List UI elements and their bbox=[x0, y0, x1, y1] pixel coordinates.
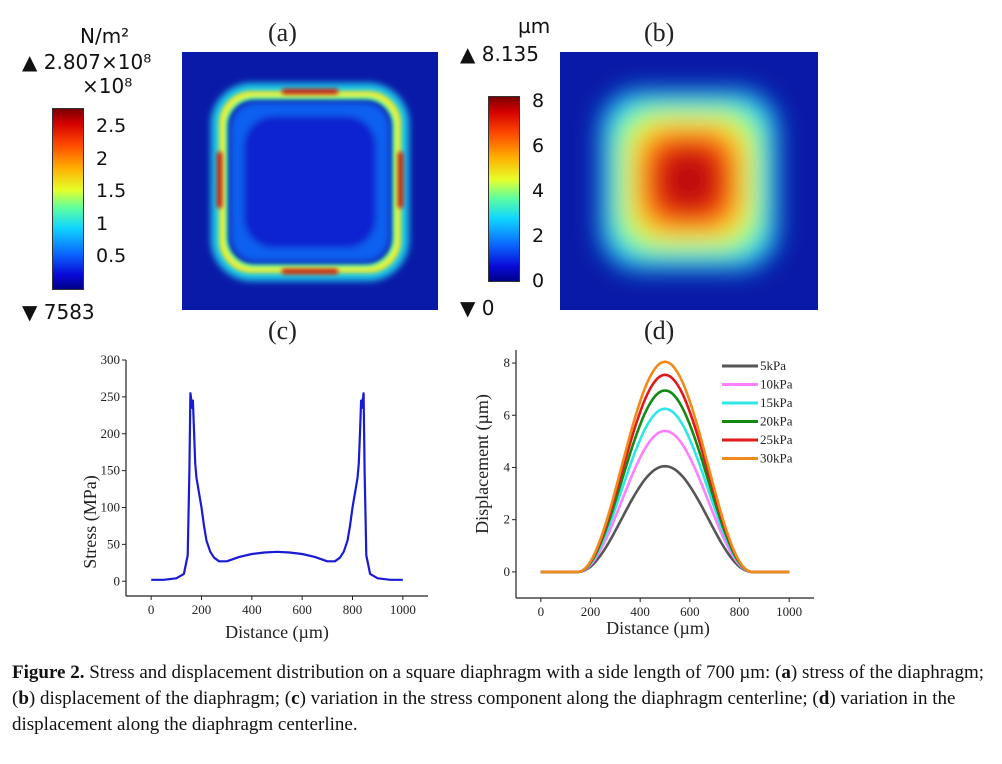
caption-text-3: ) displacement of the diaphragm; ( bbox=[28, 688, 292, 709]
stress-chart-xlabel: Distance (µm) bbox=[225, 622, 329, 643]
displacement-chart-y-tick-label: 8 bbox=[504, 355, 511, 370]
displacement-chart-x-tick-label: 0 bbox=[538, 604, 545, 619]
colorbar-b-tick-3: 4 bbox=[532, 180, 545, 202]
stress-chart-x-tick-label: 600 bbox=[292, 602, 312, 617]
stress-chart-y-tick-label: 200 bbox=[101, 426, 121, 441]
displacement-series-30kPa bbox=[540, 360, 790, 574]
figure-caption: Figure 2. Stress and displacement distri… bbox=[12, 660, 992, 738]
caption-text-1: Stress and displacement distribution on … bbox=[84, 662, 782, 683]
displacement-chart-plot: 0 200 400 600 800 1000 0 2 4 6 8 5kPa 10kPa 15kPa 20kP… bbox=[504, 350, 814, 619]
caption-ref-d: d bbox=[818, 688, 830, 709]
stress-chart-y-tick-label: 100 bbox=[101, 500, 121, 515]
panel-c-label: (c) bbox=[268, 316, 297, 345]
colorbar-b-tick-1: 8 bbox=[532, 90, 545, 112]
caption-title: Figure 2. bbox=[12, 662, 85, 683]
caption-text-2: ) stress of the diaphragm; ( bbox=[12, 662, 985, 709]
stress-chart-plot: 0 200 400 600 800 1000 0 50 100 150 200 250 300 bbox=[101, 352, 428, 617]
colorbar-b bbox=[488, 96, 520, 282]
caption-ref-a: a bbox=[781, 662, 791, 683]
caption-text-4: ) variation in the stress component alon… bbox=[299, 688, 819, 709]
stress-chart-x-tick-label: 400 bbox=[242, 602, 261, 617]
colorbar-a-unit: N/m² bbox=[80, 24, 130, 48]
displacement-chart-ylabel: Displacement (µm) bbox=[472, 394, 493, 534]
colorbar-a-tick-4: 1 bbox=[96, 213, 109, 235]
displacement-chart-y-tick-label: 2 bbox=[504, 512, 511, 527]
stress-chart-y-tick-label: 300 bbox=[101, 352, 121, 367]
stress-chart-y-tick-label: 0 bbox=[114, 573, 121, 588]
colorbar-a-tick-1: 2.5 bbox=[96, 115, 127, 137]
displacement-series-5kPa bbox=[540, 464, 790, 574]
colorbar-b-tick-2: 6 bbox=[532, 135, 545, 157]
displacement-series-15kPa bbox=[540, 407, 790, 574]
stress-chart-x-tick-label: 800 bbox=[343, 602, 363, 617]
displacement-chart-x-tick-label: 400 bbox=[630, 604, 650, 619]
displacement-chart-x-tick-label: 1000 bbox=[776, 604, 802, 619]
displacement-series-10kPa bbox=[540, 429, 790, 574]
displacement-chart-x-tick-label: 200 bbox=[581, 604, 601, 619]
colorbar-b-tick-4: 2 bbox=[532, 225, 545, 247]
panel-d-label: (d) bbox=[644, 316, 675, 345]
displacement-chart-x-tick-label: 800 bbox=[730, 604, 750, 619]
displacement-series-20kPa bbox=[540, 389, 790, 574]
stress-chart-x-tick-label: 0 bbox=[148, 602, 155, 617]
displacement-chart-y-tick-label: 6 bbox=[504, 407, 511, 422]
colorbar-a-tick-3: 1.5 bbox=[96, 180, 127, 202]
legend-label-10kPa: 10kPa bbox=[760, 377, 793, 392]
colorbar-a-min: ▼ 7583 bbox=[22, 300, 95, 324]
colorbar-a-max: ▲ 2.807×10⁸ bbox=[22, 50, 152, 74]
colorbar-a-multiplier: ×10⁸ bbox=[82, 74, 133, 98]
stress-chart-ylabel: Stress (MPa) bbox=[80, 475, 101, 569]
caption-text-5: ) variation in the displacement along th… bbox=[12, 688, 956, 735]
stress-chart-y-tick-label: 150 bbox=[101, 463, 121, 478]
legend-label-25kPa: 25kPa bbox=[760, 432, 793, 447]
legend-label-30kPa: 30kPa bbox=[760, 451, 793, 466]
colorbar-a bbox=[52, 108, 84, 290]
displacement-map bbox=[560, 52, 818, 310]
displacement-chart-xlabel: Distance (µm) bbox=[606, 618, 710, 639]
displacement-chart-y-tick-label: 0 bbox=[504, 564, 511, 579]
stress-chart: Stress (MPa) Distance (µm) 0 200 400 600 800… bbox=[80, 352, 428, 643]
colorbar-b-tick-5: 0 bbox=[532, 270, 545, 292]
colorbar-a-tick-2: 2 bbox=[96, 148, 109, 170]
colorbar-a-tick-5: 0.5 bbox=[96, 245, 127, 267]
caption-ref-b: b bbox=[18, 688, 29, 709]
displacement-chart-y-tick-label: 4 bbox=[504, 459, 511, 474]
stress-chart-x-tick-label: 1000 bbox=[390, 602, 416, 617]
stress-map bbox=[182, 52, 438, 310]
caption-ref-c: c bbox=[291, 688, 300, 709]
colorbar-b-min: ▼ 0 bbox=[460, 296, 495, 320]
stress-chart-y-tick-label: 50 bbox=[107, 536, 120, 551]
displacement-chart-x-tick-label: 600 bbox=[680, 604, 700, 619]
stress-chart-x-tick-label: 200 bbox=[192, 602, 212, 617]
legend-label-20kPa: 20kPa bbox=[760, 414, 793, 429]
panel-b-label: (b) bbox=[644, 18, 675, 47]
colorbar-b-max: ▲ 8.135 bbox=[460, 42, 539, 66]
colorbar-b-unit: µm bbox=[518, 14, 551, 38]
legend-label-5kPa: 5kPa bbox=[760, 358, 786, 373]
displacement-chart: Displacement (µm) Distance (µm) 0 200 400 6… bbox=[472, 350, 814, 639]
stress-chart-y-tick-label: 250 bbox=[101, 389, 121, 404]
panel-a-label: (a) bbox=[268, 18, 297, 47]
legend-label-15kPa: 15kPa bbox=[760, 395, 793, 410]
stress-series-line bbox=[151, 392, 403, 581]
